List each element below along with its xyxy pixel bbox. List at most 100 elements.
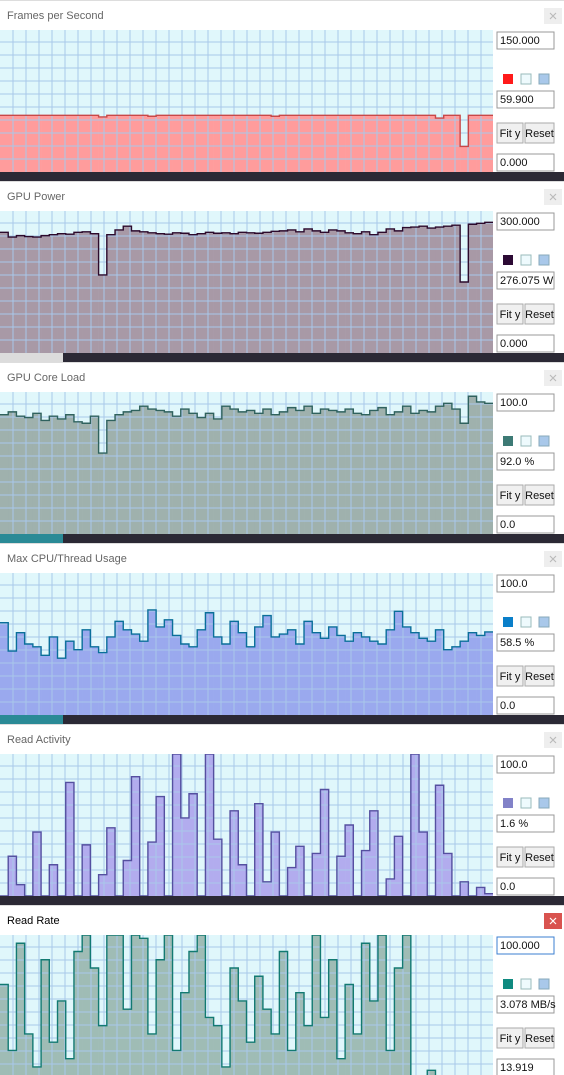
area-step xyxy=(115,414,124,534)
reset-button[interactable] xyxy=(524,846,555,868)
area-step xyxy=(279,634,288,715)
fit-button[interactable] xyxy=(496,303,524,325)
area-step xyxy=(262,1009,272,1075)
area-step xyxy=(295,992,305,1075)
swatch-toggle[interactable] xyxy=(538,73,550,85)
area-step xyxy=(221,644,231,715)
area-step xyxy=(295,410,305,534)
reset-button[interactable] xyxy=(524,1027,555,1049)
reset-button[interactable] xyxy=(524,665,555,687)
color-swatch xyxy=(503,74,513,84)
max-label: 100.000 xyxy=(500,940,540,952)
area-step xyxy=(328,410,338,534)
fit-button[interactable] xyxy=(496,846,524,868)
area-step xyxy=(213,1025,223,1075)
color-swatch xyxy=(503,436,513,446)
area-step xyxy=(49,864,58,896)
area-step xyxy=(246,115,256,172)
area-step xyxy=(484,631,493,715)
area-step xyxy=(139,641,149,715)
area-step xyxy=(8,1050,17,1075)
area-step xyxy=(82,231,91,353)
fit-button[interactable] xyxy=(496,122,524,144)
area-step xyxy=(123,629,132,715)
area-step xyxy=(213,115,223,172)
area-step xyxy=(205,612,214,715)
area-step xyxy=(295,644,305,715)
area-step xyxy=(131,115,140,172)
swatch-toggle[interactable] xyxy=(520,616,532,628)
area-step xyxy=(213,233,223,353)
area-step xyxy=(377,935,387,1075)
area-step xyxy=(443,226,453,353)
area-step xyxy=(295,231,305,353)
swatch-toggle[interactable] xyxy=(520,797,532,809)
area-step xyxy=(468,115,477,172)
fit-button[interactable] xyxy=(496,1027,524,1049)
area-step xyxy=(262,881,272,896)
area-step xyxy=(328,959,338,1075)
area-step xyxy=(115,621,124,715)
reset-button-label: Reset xyxy=(525,309,554,321)
fit-button[interactable] xyxy=(496,484,524,506)
swatch-toggle[interactable] xyxy=(520,254,532,266)
area-step xyxy=(238,411,247,534)
area-step xyxy=(427,1070,436,1075)
area-step xyxy=(131,230,140,353)
swatch-toggle[interactable] xyxy=(538,435,550,447)
fit-button-label: Fit y xyxy=(500,671,521,683)
swatch-toggle[interactable] xyxy=(538,254,550,266)
area-step xyxy=(172,232,182,353)
line-outline xyxy=(0,609,493,659)
area-step xyxy=(32,646,42,715)
panel-header xyxy=(0,362,564,392)
area-step xyxy=(32,413,42,534)
panel-header xyxy=(0,905,564,935)
swatch-toggle[interactable] xyxy=(538,616,550,628)
fit-button[interactable] xyxy=(496,665,524,687)
area-step xyxy=(197,417,206,534)
area-step xyxy=(279,951,288,1075)
area-step xyxy=(254,976,264,1075)
swatch-toggle[interactable] xyxy=(538,978,550,990)
swatch-toggle[interactable] xyxy=(520,978,532,990)
min-label: 0.0 xyxy=(500,700,515,712)
reset-button[interactable] xyxy=(524,122,555,144)
area-step xyxy=(205,754,214,896)
area-step xyxy=(106,115,116,172)
reset-button[interactable] xyxy=(524,303,555,325)
panel-title: Read Activity xyxy=(7,734,71,746)
area-step xyxy=(312,115,321,172)
area-step xyxy=(147,116,157,172)
area-step xyxy=(49,234,58,353)
swatch-toggle[interactable] xyxy=(520,435,532,447)
area-step xyxy=(180,233,190,353)
area-step xyxy=(246,410,256,534)
min-label-box xyxy=(496,515,555,534)
swatch-toggle[interactable] xyxy=(538,797,550,809)
panel-header xyxy=(0,543,564,573)
area-step xyxy=(197,935,206,1075)
current-value: 92.0 % xyxy=(500,456,534,468)
fit-button-label: Fit y xyxy=(500,128,521,140)
area-step xyxy=(131,935,140,1075)
current-value: 58.5 % xyxy=(500,637,534,649)
reset-button-label: Reset xyxy=(525,490,554,502)
area-step xyxy=(24,644,34,715)
area-step xyxy=(427,228,436,353)
area-step xyxy=(188,951,198,1075)
area-step xyxy=(460,423,469,534)
reset-button-label: Reset xyxy=(525,128,554,140)
area-step xyxy=(197,233,206,353)
area-step xyxy=(402,626,412,715)
swatch-toggle[interactable] xyxy=(520,73,532,85)
area-step xyxy=(287,229,297,353)
area-step xyxy=(188,115,198,172)
min-label-box xyxy=(496,877,555,896)
area-step xyxy=(147,409,157,534)
area-step xyxy=(262,615,272,715)
area-step xyxy=(394,967,403,1075)
reset-button[interactable] xyxy=(524,484,555,506)
min-label-box xyxy=(496,1058,555,1075)
area-step xyxy=(468,224,477,353)
